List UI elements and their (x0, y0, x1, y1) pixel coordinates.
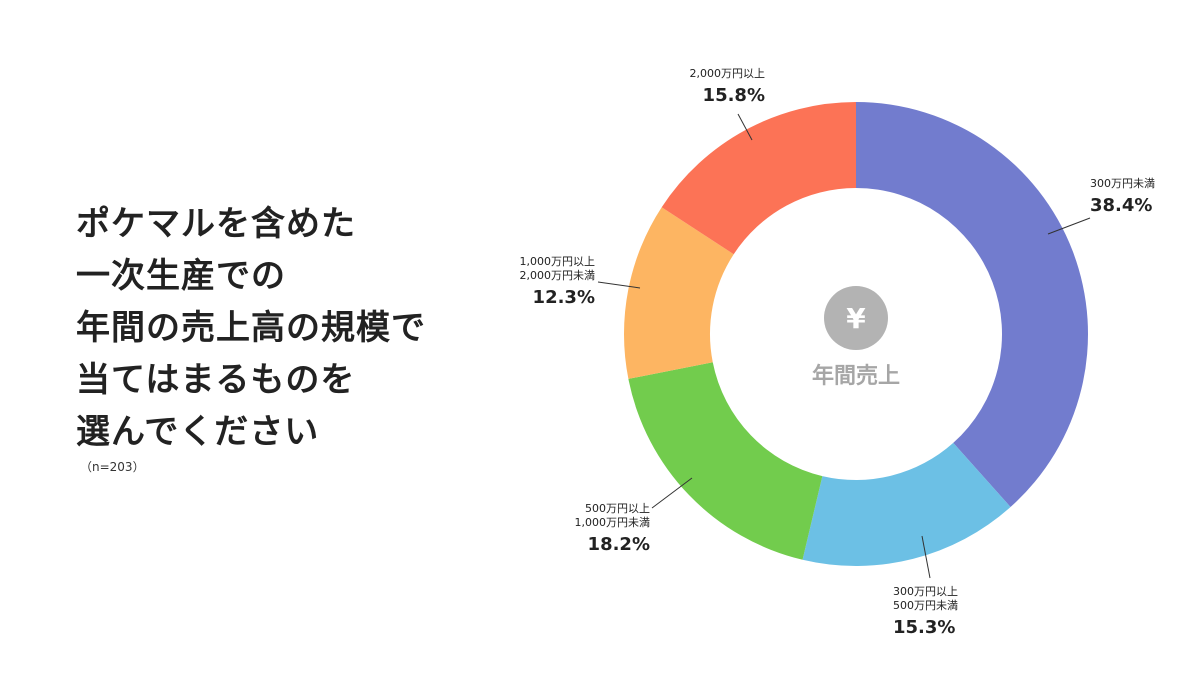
question-line: 年間の売上高の規模で (76, 308, 426, 348)
donut-slice (628, 362, 823, 560)
slice-labels: 300万円未満38.4%300万円以上500万円未満15.3%500万円以上1,… (520, 67, 1156, 638)
donut-slice (856, 102, 1088, 508)
slice-percent-label: 12.3% (533, 287, 595, 308)
question-line: 当てはまるものを (76, 360, 356, 400)
slice-category-label: 1,000万円未満 (575, 516, 651, 529)
leader-line (651, 477, 693, 509)
slice-percent-label: 15.3% (893, 617, 955, 638)
slice-category-label: 500万円未満 (893, 599, 958, 612)
chart-center: ¥ 年間売上 (812, 286, 900, 389)
slice-category-label: 2,000万円未満 (520, 269, 596, 282)
yen-icon-glyph: ¥ (846, 302, 866, 335)
donut-slice (624, 207, 734, 379)
slice-percent-label: 38.4% (1090, 195, 1152, 216)
slice-label: 2,000万円以上 15.8% (690, 67, 766, 106)
leader-lines (597, 113, 1091, 579)
slice-percent-label: 15.8% (703, 85, 765, 106)
slice-category-label: 500万円以上 (585, 502, 650, 515)
sample-size-note: （n=203） (80, 460, 145, 474)
center-label: 年間売上 (812, 363, 900, 389)
question-line: 一次生産での (76, 256, 286, 296)
slice-label: 300万円未満 38.4% (1090, 177, 1155, 216)
slice-category-label: 300万円以上 (893, 585, 958, 598)
leader-line (1047, 217, 1091, 235)
donut-slice (661, 102, 856, 255)
question-line: 選んでください (76, 412, 320, 452)
leader-line (737, 113, 753, 141)
slice-category-label: 300万円未満 (1090, 177, 1155, 190)
question-line: ポケマルを含めた (76, 204, 356, 244)
yen-icon (824, 286, 888, 350)
donut-slices (624, 102, 1088, 566)
leader-line (921, 535, 931, 579)
slice-percent-label: 18.2% (588, 534, 650, 555)
slice-category-label: 1,000万円以上 (520, 255, 596, 268)
slice-category-label: 2,000万円以上 (690, 67, 766, 80)
question-text: ポケマルを含めた 一次生産での 年間の売上高の規模で 当てはまるものを 選んでく… (76, 198, 516, 458)
donut-slice (802, 442, 1011, 566)
leader-line (597, 281, 641, 289)
